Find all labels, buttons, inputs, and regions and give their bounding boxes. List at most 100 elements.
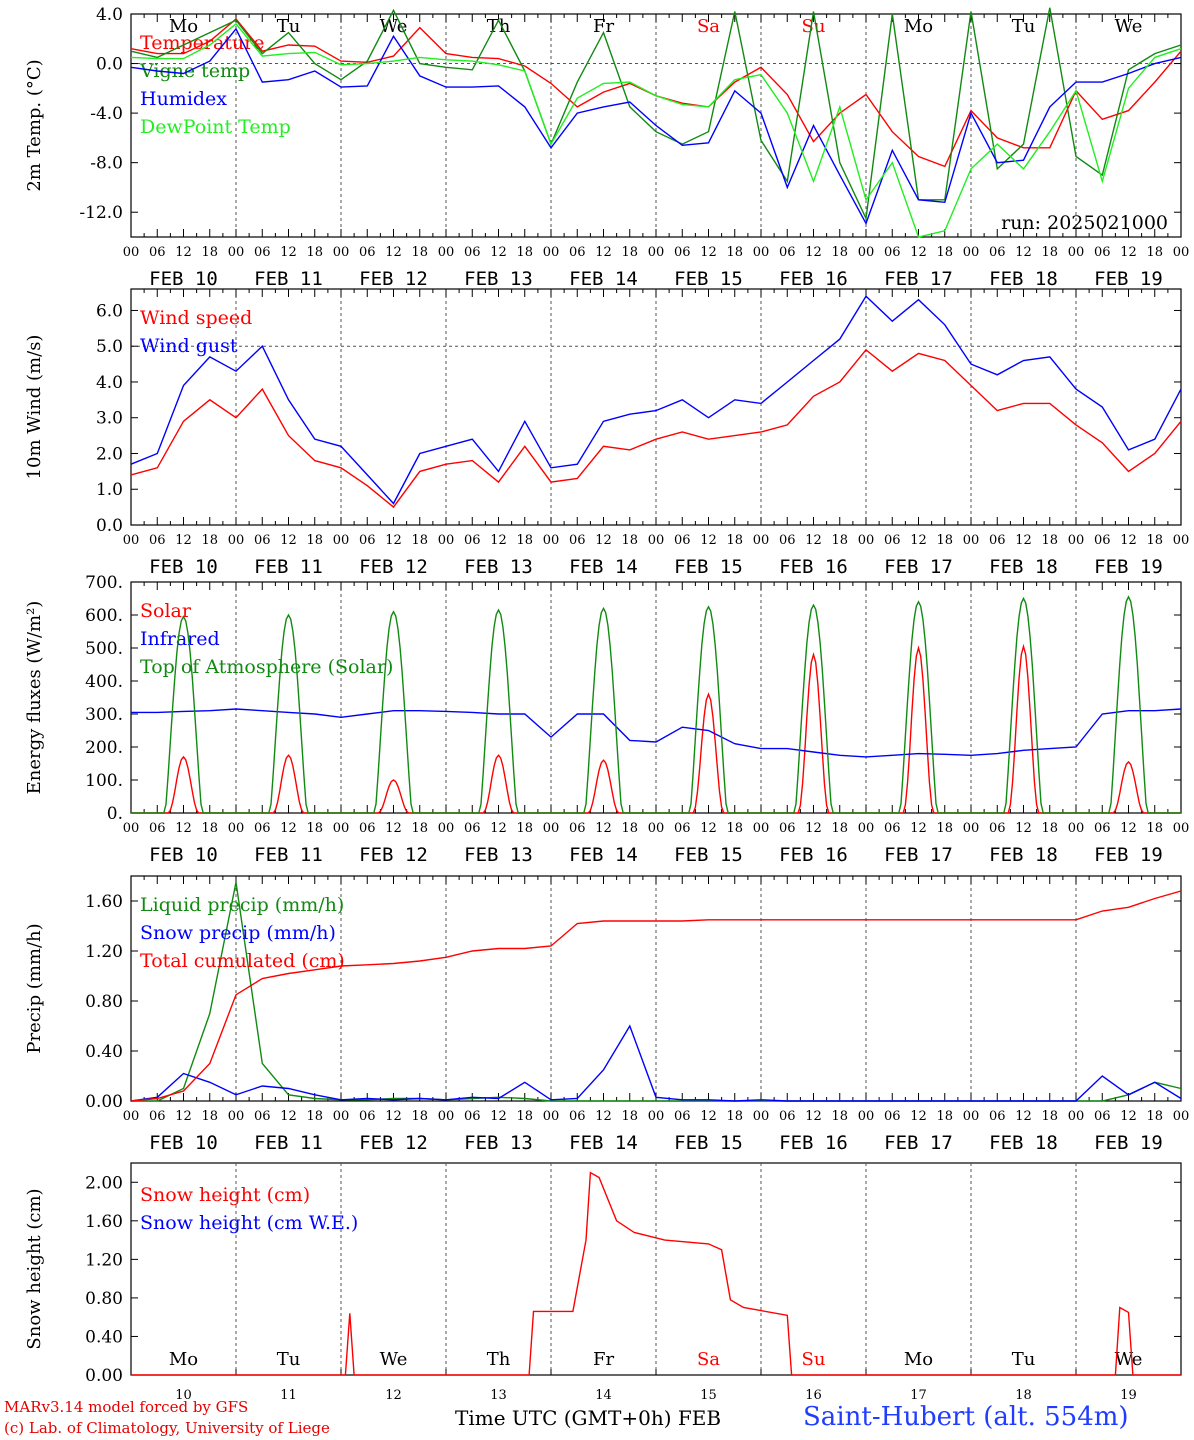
hour-tick-label: 06 [989, 533, 1006, 548]
weekday-label: Tu [1012, 1349, 1036, 1370]
date-label: 16 [805, 1388, 822, 1403]
hour-tick-label: 18 [201, 533, 218, 548]
date-label: FEB 13 [464, 556, 533, 578]
hour-tick-label: 12 [175, 821, 192, 836]
hour-tick-label: 06 [149, 1109, 166, 1124]
hour-tick-label: 00 [963, 1109, 980, 1124]
hour-tick-label: 06 [674, 1109, 691, 1124]
hour-tick-label: 12 [805, 245, 822, 260]
date-label: FEB 15 [674, 268, 743, 290]
date-label: FEB 13 [464, 1132, 533, 1154]
y-tick-label: 0.0 [96, 55, 123, 75]
hour-tick-label: 06 [1094, 821, 1111, 836]
hour-tick-label: 06 [149, 245, 166, 260]
weekday-label: Fr [593, 16, 614, 37]
hour-tick-label: 06 [884, 1109, 901, 1124]
date-label: FEB 13 [464, 268, 533, 290]
date-label: FEB 18 [989, 268, 1058, 290]
y-tick-label: 2.0 [96, 444, 123, 464]
weekday-label: Th [487, 1349, 511, 1370]
y-tick-label: 4.0 [96, 373, 123, 393]
hour-tick-label: 06 [359, 245, 376, 260]
hour-tick-label: 00 [963, 821, 980, 836]
hour-tick-label: 12 [805, 1109, 822, 1124]
weekday-label: We [380, 16, 408, 37]
hour-tick-label: 06 [569, 1109, 586, 1124]
hour-tick-label: 12 [595, 245, 612, 260]
hour-tick-label: 06 [359, 1109, 376, 1124]
hour-tick-label: 18 [621, 245, 638, 260]
hour-tick-label: 00 [648, 821, 665, 836]
hour-tick-label: 18 [201, 1109, 218, 1124]
hour-tick-label: 18 [1146, 533, 1163, 548]
date-label: 14 [595, 1388, 612, 1403]
station-title: Saint-Hubert (alt. 554m) [803, 1402, 1129, 1432]
hour-tick-label: 12 [490, 1109, 507, 1124]
hour-tick-label: 06 [149, 533, 166, 548]
date-label: FEB 19 [1094, 556, 1163, 578]
hour-tick-label: 18 [936, 533, 953, 548]
hour-tick-label: 12 [1015, 245, 1032, 260]
weekday-label: Mo [904, 16, 933, 37]
hour-tick-label: 18 [516, 245, 533, 260]
hour-tick-label: 06 [779, 821, 796, 836]
hour-tick-label: 06 [884, 245, 901, 260]
date-label: FEB 18 [989, 1132, 1058, 1154]
date-label: 15 [700, 1388, 717, 1403]
date-label: FEB 11 [254, 1132, 323, 1154]
y-tick-label: 400. [85, 672, 123, 692]
y-axis-title: Snow height (cm) [24, 1188, 45, 1349]
y-tick-label: 500. [85, 639, 123, 659]
hour-tick-label: 18 [621, 533, 638, 548]
date-label: 19 [1120, 1388, 1137, 1403]
date-label: FEB 14 [569, 556, 638, 578]
hour-tick-label: 06 [464, 245, 481, 260]
hour-tick-label: 06 [254, 821, 271, 836]
y-tick-label: 0.40 [85, 1327, 123, 1347]
hour-tick-label: 18 [1146, 1109, 1163, 1124]
legend-infrared: Infrared [140, 628, 220, 650]
date-label: FEB 12 [359, 844, 428, 866]
hour-tick-label: 00 [1173, 1109, 1190, 1124]
legend-dewpoint-temp: DewPoint Temp [140, 116, 291, 138]
date-label: FEB 15 [674, 1132, 743, 1154]
series-line-infrared [131, 708, 1182, 758]
hour-tick-label: 06 [779, 1109, 796, 1124]
hour-tick-label: 00 [438, 1109, 455, 1124]
date-label: FEB 15 [674, 556, 743, 578]
series-line-snow-precip-mm-h- [130, 1024, 1182, 1102]
hour-tick-label: 12 [385, 245, 402, 260]
hour-tick-label: 00 [1173, 821, 1190, 836]
y-tick-label: 0.00 [85, 1366, 123, 1386]
hour-tick-label: 18 [936, 1109, 953, 1124]
date-label: FEB 10 [149, 844, 218, 866]
hour-tick-label: 00 [753, 533, 770, 548]
date-label: FEB 19 [1094, 1132, 1163, 1154]
hour-tick-label: 18 [516, 821, 533, 836]
weekday-label: Mo [904, 1349, 933, 1370]
hour-tick-label: 12 [385, 533, 402, 548]
hour-tick-label: 00 [858, 245, 875, 260]
hour-tick-label: 18 [831, 533, 848, 548]
hour-tick-label: 18 [411, 821, 428, 836]
hour-tick-label: 00 [543, 245, 560, 260]
weekday-label: Fr [593, 1349, 614, 1370]
legend-top-of-atmosphere-solar-: Top of Atmosphere (Solar) [140, 656, 393, 678]
hour-tick-label: 06 [884, 821, 901, 836]
y-axis-title: 10m Wind (m/s) [24, 335, 45, 480]
date-label: FEB 13 [464, 844, 533, 866]
hour-tick-label: 12 [910, 821, 927, 836]
date-label: FEB 17 [884, 1132, 953, 1154]
date-label: FEB 11 [254, 268, 323, 290]
hour-tick-label: 06 [989, 1109, 1006, 1124]
hour-tick-label: 00 [123, 1109, 140, 1124]
hour-tick-label: 00 [1068, 533, 1085, 548]
hour-tick-label: 00 [1068, 245, 1085, 260]
y-tick-label: 1.60 [85, 892, 123, 912]
weekday-label: Mo [169, 1349, 198, 1370]
hour-tick-label: 00 [753, 1109, 770, 1124]
hour-tick-label: 12 [910, 245, 927, 260]
hour-tick-label: 00 [333, 533, 350, 548]
hour-tick-label: 12 [280, 533, 297, 548]
hour-tick-label: 12 [175, 533, 192, 548]
